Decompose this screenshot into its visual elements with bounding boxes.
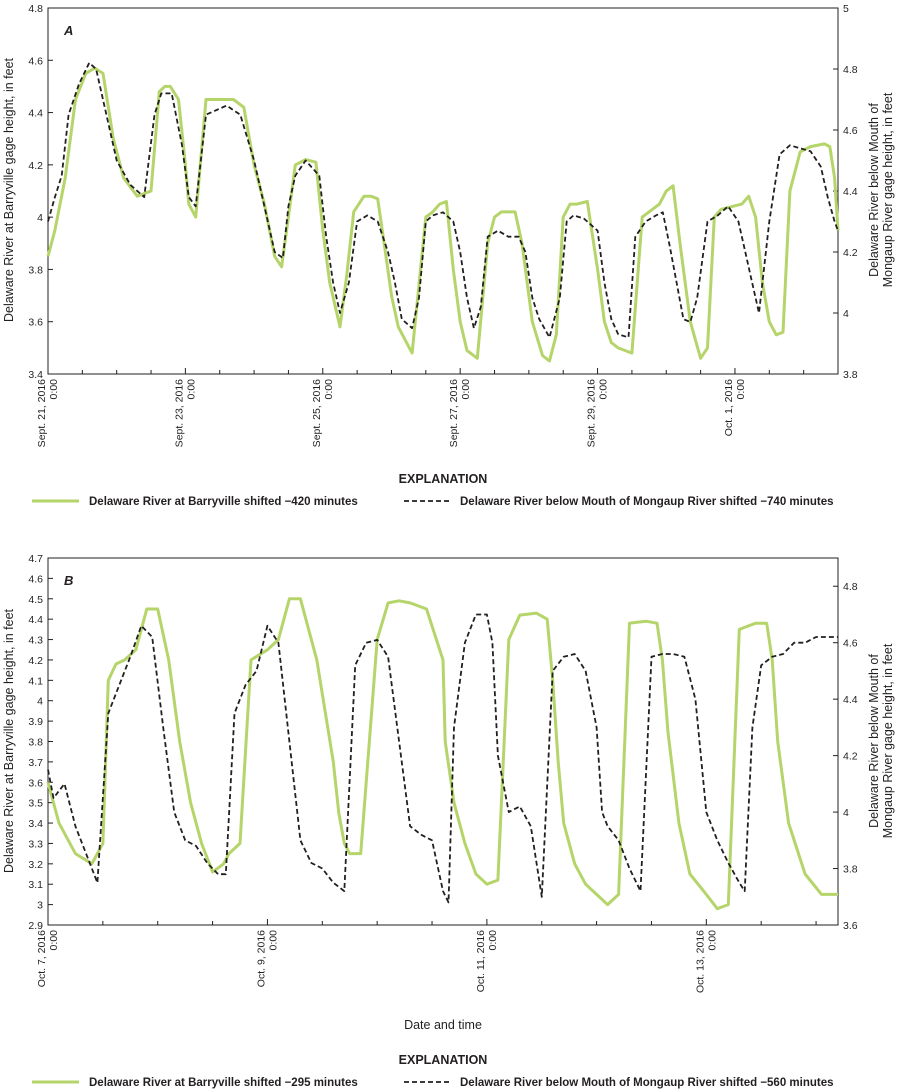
y-tick-label-right-a: 3.8 (843, 369, 858, 381)
ticks-a: 3.4 3.6 3.8 4 4.2 4.4 4.6 4.8 3.8 4 4.2 4.4 4.6 4.8 5 S… (28, 3, 857, 447)
x-tick-label-a: Oct. 1, 2016 (723, 379, 735, 436)
y-tick-label-right-b: 4.4 (843, 694, 858, 706)
svg-text:Mongaup River gage height, in: Mongaup River gage height, in feet (881, 643, 895, 838)
y-tick-label-left-b: 2.9 (28, 920, 43, 932)
y-tick-label-left-b: 4.3 (28, 635, 43, 647)
y-tick-label-right-b: 4.2 (843, 751, 858, 763)
x-tick-label-time-a: 0:00 (48, 379, 60, 400)
plot-frame-a (47, 7, 839, 375)
y-tick-label-right-b: 4.6 (843, 638, 858, 650)
legend-label-mongaup-b: Delaware River below Mouth of Mongaup Ri… (460, 1077, 834, 1089)
y-tick-label-left-b: 3.4 (28, 818, 43, 830)
y-tick-label-left-a: 4 (37, 212, 43, 224)
legend-label-mongaup-a: Delaware River below Mouth of Mongaup Ri… (460, 496, 834, 508)
legend-label-barryville-b: Delaware River at Barryville shifted −29… (89, 1077, 358, 1089)
plot-frame-b (47, 557, 839, 926)
y-tick-label-left-b: 3.9 (28, 716, 43, 728)
y-tick-label-left-b: 4.2 (28, 655, 43, 667)
y-axis-label-right-a: Delaware River below Mouth of Mongaup Ri… (867, 92, 895, 287)
svg-text:Delaware River below Mouth of: Delaware River below Mouth of (867, 103, 881, 277)
x-tick-label-b: Oct. 7, 2016 (36, 930, 48, 987)
y-tick-label-left-a: 4.8 (28, 3, 43, 15)
x-tick-label-a: Sept. 29, 2016 (586, 379, 598, 447)
y-tick-label-left-b: 3.1 (28, 879, 43, 891)
y-tick-label-right-a: 4.8 (843, 64, 858, 76)
y-tick-label-right-a: 4.6 (843, 125, 858, 137)
svg-text:Delaware River at Barryville g: Delaware River at Barryville gage height… (2, 57, 16, 322)
svg-text:Mongaup River gage height, in: Mongaup River gage height, in feet (881, 92, 895, 287)
y-axis-label-right-b: Delaware River below Mouth of Mongaup Ri… (867, 643, 895, 838)
y-tick-label-right-b: 4.8 (843, 581, 858, 593)
y-tick-label-right-b: 4 (843, 807, 849, 819)
series-line-barryville-b (46, 597, 838, 911)
series-line-mongaup-b (47, 613, 838, 904)
x-tick-label-b: Oct. 9, 2016 (255, 930, 267, 987)
y-tick-label-left-a: 4.4 (28, 108, 43, 120)
x-tick-label-time-b: 0:00 (706, 930, 718, 951)
y-axis-label-left-a: Delaware River at Barryville gage height… (2, 57, 16, 322)
panel-label-a: A (63, 23, 73, 38)
y-tick-label-left-a: 3.4 (28, 369, 43, 381)
y-tick-label-left-b: 4.5 (28, 594, 43, 606)
y-tick-label-left-a: 3.6 (28, 317, 43, 329)
series-line-mongaup-a (47, 62, 839, 339)
x-tick-label-time-b: 0:00 (487, 930, 499, 951)
y-tick-label-left-b: 3.3 (28, 838, 43, 850)
x-tick-label-b: Oct. 13, 2016 (694, 930, 706, 993)
x-tick-label-a: Sept. 21, 2016 (36, 379, 48, 447)
svg-text:Delaware River below Mouth of: Delaware River below Mouth of (867, 654, 881, 828)
x-tick-label-a: Sept. 27, 2016 (448, 379, 460, 447)
y-tick-label-right-a: 4 (843, 308, 849, 320)
legend-title-b: EXPLANATION (399, 1053, 488, 1067)
x-tick-label-a: Sept. 23, 2016 (173, 379, 185, 447)
y-tick-label-right-a: 5 (843, 3, 849, 15)
series-a (46, 62, 840, 363)
y-tick-label-left-b: 4 (37, 696, 43, 708)
y-axis-label-left-b: Delaware River at Barryville gage height… (2, 608, 16, 873)
series-b (46, 597, 838, 911)
y-tick-label-right-b: 3.8 (843, 864, 858, 876)
y-tick-label-left-b: 3.7 (28, 757, 43, 769)
x-tick-label-b: Oct. 11, 2016 (475, 930, 487, 992)
y-tick-label-left-a: 4.2 (28, 160, 43, 172)
y-tick-label-left-a: 3.8 (28, 264, 43, 276)
x-tick-label-time-a: 0:00 (185, 379, 197, 400)
x-tick-label-time-a: 0:00 (598, 379, 610, 400)
y-tick-label-left-b: 4.7 (28, 553, 43, 565)
x-tick-label-time-a: 0:00 (460, 379, 472, 400)
y-tick-label-left-b: 3.2 (28, 859, 43, 871)
y-tick-label-left-b: 4.1 (28, 675, 43, 687)
x-tick-label-time-a: 0:00 (735, 379, 747, 400)
ticks-b: 2.9 3 3.1 3.2 3.3 3.4 3.5 3.6 3.7 3.8 3.9 4 4.1 4.2 4.… (28, 553, 857, 993)
y-tick-label-left-b: 4.4 (28, 614, 43, 626)
y-tick-label-left-a: 4.6 (28, 55, 43, 67)
y-tick-label-left-b: 3.6 (28, 777, 43, 789)
y-tick-label-left-b: 4.6 (28, 573, 43, 585)
y-tick-label-left-b: 3 (37, 900, 43, 912)
svg-text:Delaware River at Barryville g: Delaware River at Barryville gage height… (2, 608, 16, 873)
y-tick-label-left-b: 3.8 (28, 737, 43, 749)
x-tick-label-time-b: 0:00 (267, 930, 279, 951)
x-tick-label-a: Sept. 25, 2016 (311, 379, 323, 447)
y-tick-label-left-b: 3.5 (28, 798, 43, 810)
x-axis-label-b: Date and time (404, 1018, 482, 1032)
x-tick-label-time-b: 0:00 (48, 930, 60, 951)
y-tick-label-right-a: 4.4 (843, 186, 858, 198)
y-tick-label-right-b: 3.6 (843, 920, 858, 932)
y-tick-label-right-a: 4.2 (843, 247, 858, 259)
x-tick-label-time-a: 0:00 (323, 379, 335, 400)
legend-title-a: EXPLANATION (399, 472, 488, 486)
panel-label-b: B (64, 573, 73, 588)
legend-label-barryville-a: Delaware River at Barryville shifted −42… (89, 496, 358, 508)
